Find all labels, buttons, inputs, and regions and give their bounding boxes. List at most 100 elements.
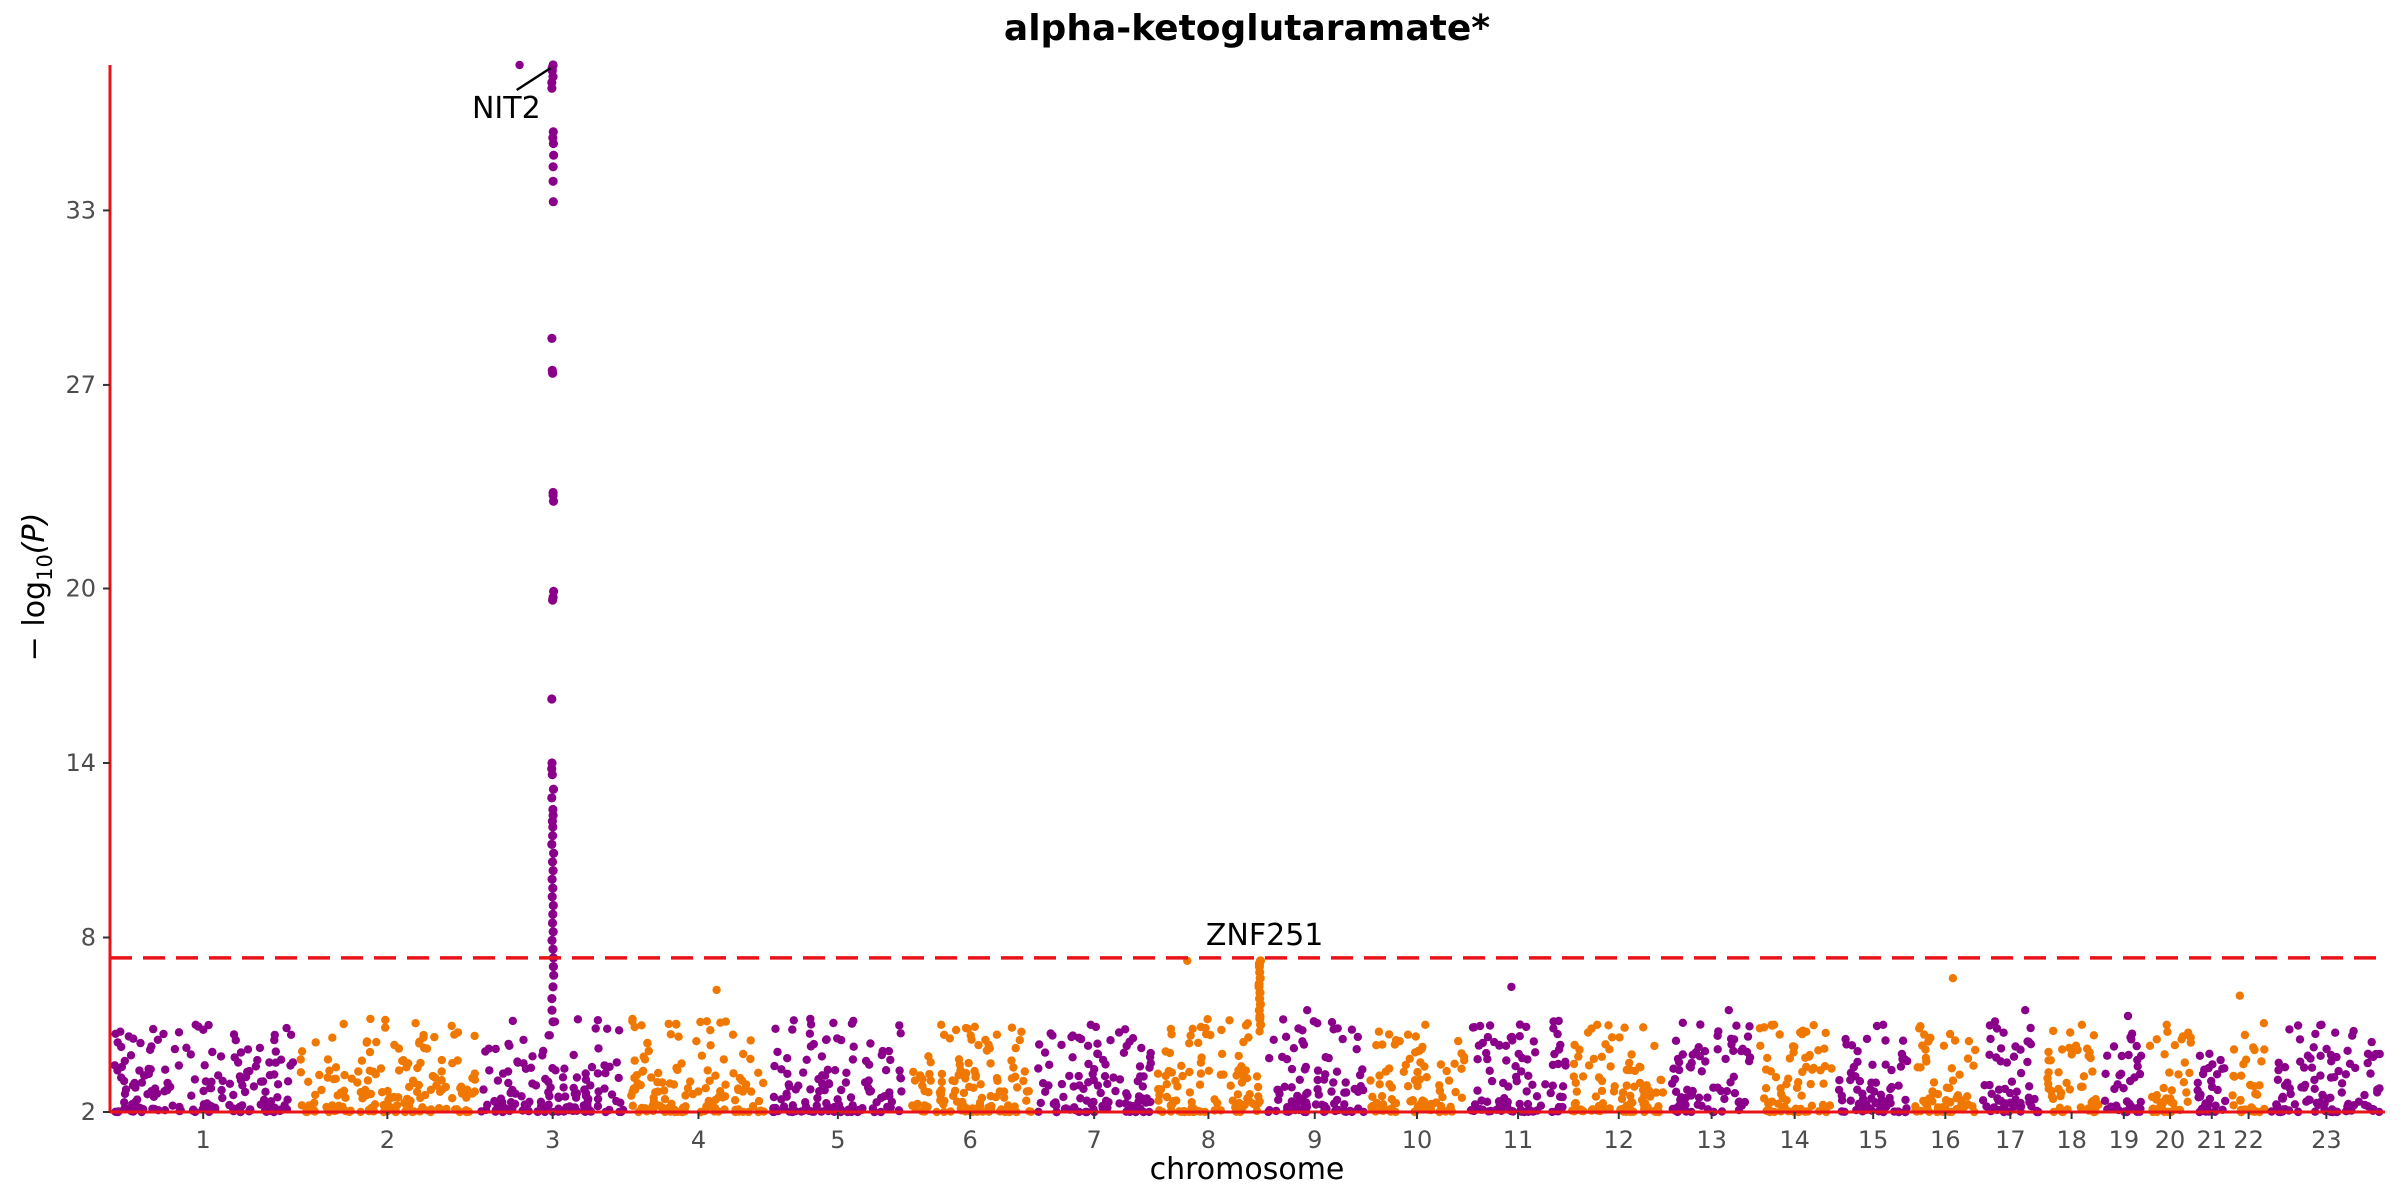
- snp-point: [2174, 1070, 2183, 1079]
- snp-point: [1057, 1079, 1067, 1089]
- snp-point: [2170, 1041, 2180, 1050]
- snp-point: [339, 1086, 349, 1096]
- snp-point: [437, 1055, 446, 1065]
- snp-point: [365, 1047, 375, 1057]
- snp-point: [1947, 1064, 1957, 1073]
- snp-point: [692, 1037, 701, 1046]
- snp-point: [273, 1080, 283, 1089]
- snp-point: [1546, 1088, 1555, 1098]
- snp-point: [1589, 1054, 1599, 1064]
- snp-point: [1359, 1085, 1368, 1095]
- snp-point: [2316, 1051, 2325, 1061]
- snp-point: [1401, 1060, 1411, 1070]
- snp-point: [1303, 1088, 1312, 1098]
- snp-point: [1971, 1045, 1980, 1055]
- snp-point: [1575, 1045, 1584, 1054]
- snp-point: [593, 1016, 603, 1025]
- snp-point: [2160, 1050, 2169, 1059]
- snp-point: [1952, 1094, 1961, 1103]
- snp-point: [1673, 1054, 1683, 1064]
- snp-point: [450, 1030, 459, 1039]
- snp-point: [1048, 1031, 1057, 1040]
- snp-point: [1918, 1041, 1927, 1050]
- snp-point: [1390, 1040, 1400, 1049]
- snp-point: [2103, 1051, 2112, 1060]
- snp-point: [1405, 1054, 1414, 1064]
- snp-point: [1450, 1059, 1459, 1069]
- snp-point: [1115, 1075, 1125, 1084]
- snp-point: [1435, 1086, 1445, 1096]
- snp-point: [1287, 1083, 1296, 1092]
- snp-point: [842, 1068, 851, 1078]
- snp-point: [1076, 1034, 1086, 1044]
- snp-point: [447, 1021, 456, 1031]
- peak-snp-point: [548, 831, 558, 841]
- snp-point: [824, 1079, 834, 1088]
- snp-point: [1805, 1050, 1814, 1060]
- snp-point: [666, 1030, 675, 1039]
- snp-point: [2255, 1081, 2264, 1090]
- snp-point: [1511, 1072, 1521, 1082]
- snp-point: [536, 1097, 546, 1107]
- snp-point: [111, 1029, 120, 1039]
- snp-point: [558, 1073, 568, 1082]
- snp-point: [513, 1058, 523, 1067]
- snp-point: [1451, 1087, 1460, 1097]
- snp-point: [1074, 1071, 1083, 1081]
- snp-point: [837, 1085, 846, 1095]
- snp-point: [270, 1035, 279, 1045]
- snp-point: [1416, 1100, 1425, 1109]
- snp-point: [136, 1038, 145, 1048]
- snp-point: [1185, 1088, 1195, 1097]
- snp-point: [714, 1093, 723, 1102]
- snp-point: [2101, 1069, 2110, 1079]
- snp-point: [120, 1098, 129, 1107]
- snp-point: [1185, 1039, 1194, 1048]
- snp-point: [2127, 1029, 2137, 1038]
- snp-point: [551, 1066, 560, 1075]
- snp-point: [1820, 1062, 1830, 1071]
- snp-point: [2133, 1062, 2142, 1071]
- snp-point: [1821, 1028, 1830, 1038]
- snp-point: [256, 1100, 265, 1109]
- y-tick-label: 27: [65, 371, 96, 399]
- snp-point: [747, 1087, 756, 1096]
- snp-point: [1146, 1048, 1155, 1058]
- snp-point: [883, 1102, 892, 1112]
- snp-point: [1122, 1089, 1131, 1098]
- snp-point: [1483, 1054, 1492, 1064]
- snp-point: [1485, 1021, 1495, 1030]
- snp-point: [1096, 1088, 1105, 1098]
- snp-point: [1427, 1099, 1436, 1109]
- snp-point: [614, 1073, 623, 1083]
- snp-point: [161, 1065, 170, 1074]
- snp-point: [716, 1018, 725, 1027]
- snp-point: [1495, 1040, 1504, 1050]
- snp-point: [1827, 1064, 1836, 1073]
- snp-point: [872, 1098, 881, 1107]
- snp-point: [1133, 1077, 1143, 1086]
- snp-point: [1067, 1032, 1076, 1042]
- snp-point: [2360, 1090, 2369, 1100]
- snp-point: [1763, 1053, 1772, 1063]
- snp-point: [1868, 1060, 1877, 1070]
- snp-point: [470, 1031, 479, 1041]
- snp-point: [1570, 1099, 1580, 1109]
- snp-point: [1253, 1082, 1263, 1092]
- snp-point: [412, 1087, 422, 1097]
- snp-point: [1985, 1050, 1994, 1060]
- snp-point: [1569, 1059, 1579, 1069]
- snp-point: [2367, 1037, 2376, 1047]
- snp-point: [739, 1049, 748, 1059]
- snp-point: [249, 1082, 259, 1091]
- snp-point: [560, 1064, 569, 1073]
- snp-point: [234, 1058, 243, 1067]
- snp-point: [1289, 1044, 1299, 1053]
- snp-point: [2147, 1092, 2157, 1102]
- snp-point: [977, 1093, 987, 1103]
- snp-point: [605, 1062, 614, 1072]
- snp-point: [1625, 1058, 1634, 1068]
- snp-point: [261, 1087, 270, 1097]
- snp-point: [643, 1039, 652, 1048]
- snp-point: [2136, 1097, 2145, 1107]
